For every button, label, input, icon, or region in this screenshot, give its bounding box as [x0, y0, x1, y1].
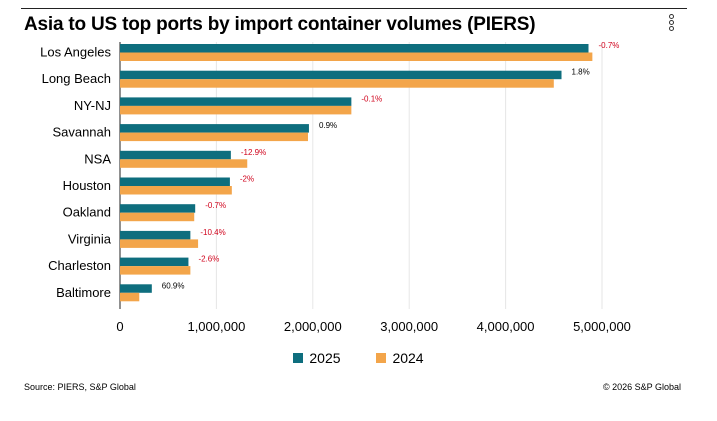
bar-2024 [120, 239, 199, 248]
bar-2025 [120, 70, 562, 80]
category-label: Savannah [52, 125, 111, 140]
category-label: Long Beach [42, 71, 111, 86]
legend-swatch-2025 [293, 353, 304, 363]
change-label: -2% [240, 175, 254, 184]
change-label: -2.6% [198, 255, 219, 264]
bar-2025 [120, 257, 189, 267]
change-label: -0.1% [361, 94, 382, 103]
x-tick-label: 4,000,000 [477, 319, 535, 334]
legend-item-2024[interactable]: 2024 [376, 350, 424, 366]
category-label: NY-NJ [74, 98, 111, 113]
category-label: Houston [63, 178, 111, 193]
x-tick-label: 0 [116, 319, 123, 334]
legend-swatch-2024 [376, 353, 387, 363]
x-tick-label: 1,000,000 [187, 319, 245, 334]
change-label: 60.9% [162, 281, 185, 290]
bar-2025 [120, 124, 309, 133]
change-label: 1.8% [572, 68, 590, 77]
bar-2024 [120, 292, 140, 302]
change-label: -10.4% [200, 228, 225, 237]
bar-2024 [120, 212, 195, 222]
chart-title: Asia to US top ports by import container… [24, 14, 536, 35]
bar-2025 [120, 284, 152, 293]
x-tick-label: 2,000,000 [284, 319, 342, 334]
source-note: Source: PIERS, S&P Global [24, 382, 136, 392]
change-label: 0.9% [319, 121, 337, 130]
bar-2025 [120, 230, 191, 240]
legend-item-2025[interactable]: 2025 [293, 350, 341, 366]
bar-2024 [120, 52, 593, 61]
more-vertical-icon[interactable] [665, 14, 677, 36]
title-rule [21, 8, 687, 9]
x-tick-label: 3,000,000 [380, 319, 438, 334]
category-label: Oakland [63, 205, 111, 220]
bar-2024 [120, 266, 191, 275]
change-label: -0.7% [599, 41, 620, 50]
bar-2025 [120, 44, 589, 53]
legend-label-2025: 2025 [309, 350, 341, 366]
bar-2024 [120, 159, 248, 168]
category-label: Charleston [48, 258, 111, 273]
category-label: Virginia [68, 231, 112, 246]
legend-label-2024: 2024 [392, 350, 424, 366]
bar-chart: 0 1,000,000 2,000,000 3,000,000 4,000,000 5,0… [40, 41, 631, 334]
bar-2024 [120, 79, 554, 88]
bar-2025 [120, 97, 352, 106]
bar-2025 [120, 204, 196, 213]
legend: 2025 2024 [0, 350, 717, 366]
bar-2025 [120, 150, 231, 160]
copyright-note: © 2026 S&P Global [602, 382, 681, 392]
category-label: Baltimore [56, 285, 111, 300]
bar-2025 [120, 177, 230, 186]
bar-2024 [120, 186, 232, 195]
x-tick-label: 5,000,000 [573, 319, 631, 334]
category-label: Los Angeles [40, 45, 111, 60]
change-label: -0.7% [205, 201, 226, 210]
bar-2024 [120, 105, 352, 115]
category-label: NSA [84, 151, 111, 166]
change-label: -12.9% [241, 148, 266, 157]
bar-2024 [120, 132, 308, 142]
